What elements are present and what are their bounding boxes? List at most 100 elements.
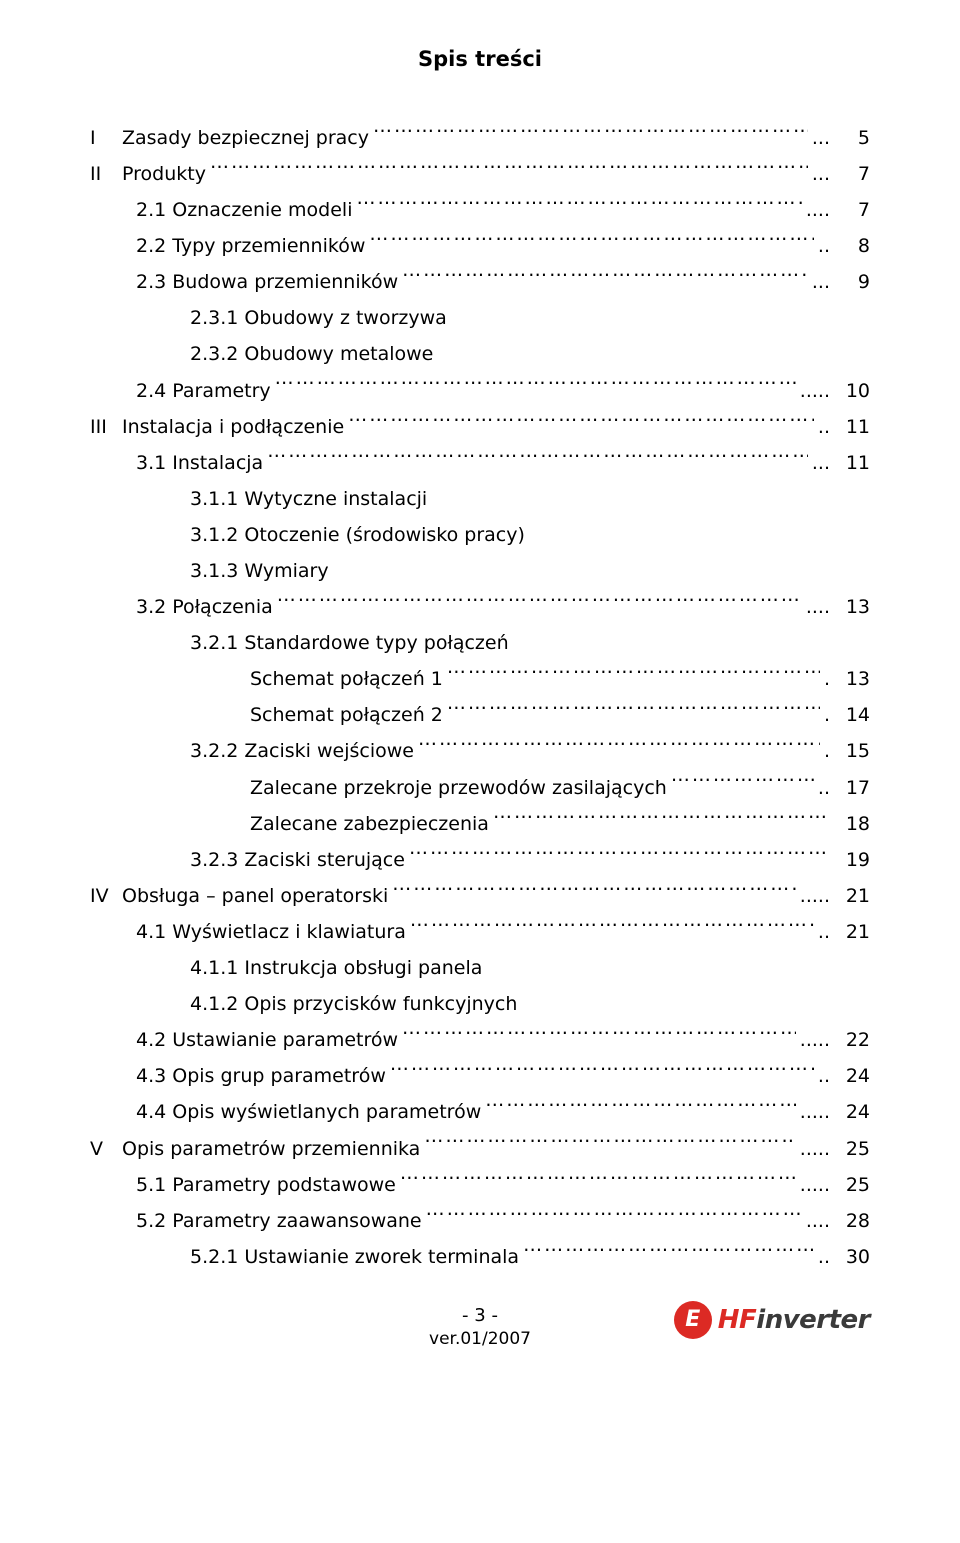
toc-entry-label: 3.1 Instalacja <box>136 445 263 481</box>
toc-entry-label: 2.3.2 Obudowy metalowe <box>190 336 433 372</box>
version-label: ver.01/2007 <box>429 1323 531 1355</box>
toc-page-number: 11 <box>830 409 870 445</box>
toc-roman: II <box>90 156 122 192</box>
page-title: Spis treści <box>90 40 870 80</box>
toc-entry-label: 2.3.1 Obudowy z tworzywa <box>190 300 447 336</box>
toc-roman: I <box>90 120 122 156</box>
toc-entry-label: Zalecane przekroje przewodów zasilającyc… <box>250 770 667 806</box>
toc-row: 4.1 Wyświetlacz i klawiatura..21 <box>90 914 870 950</box>
toc-row: 2.2 Typy przemienników..8 <box>90 228 870 264</box>
toc-entry-label: Zalecane zabezpieczenia <box>250 806 489 842</box>
toc-page-number: 28 <box>830 1203 870 1239</box>
toc-leader-dots <box>409 845 826 866</box>
toc-page-number: 22 <box>830 1022 870 1058</box>
toc-suffix-dots: .... <box>806 1203 830 1239</box>
toc-suffix-dots: .... <box>806 192 830 228</box>
toc-page-number: 24 <box>830 1094 870 1130</box>
toc-page-number: 25 <box>830 1167 870 1203</box>
toc-row: IZasady bezpiecznej pracy...5 <box>90 120 870 156</box>
toc-page-number: 25 <box>830 1131 870 1167</box>
toc-suffix-dots: .. <box>818 770 830 806</box>
toc-row: 3.1.1 Wytyczne instalacji <box>90 481 870 517</box>
toc-suffix-dots: ..... <box>800 1167 830 1203</box>
toc-page-number: 7 <box>830 156 870 192</box>
toc-page-number: 5 <box>830 120 870 156</box>
toc-leader-dots <box>210 159 808 180</box>
toc-entry-label: 5.2 Parametry zaawansowane <box>136 1203 422 1239</box>
logo-text-suffix: inverter <box>756 1307 870 1333</box>
toc-page-number: 14 <box>830 697 870 733</box>
toc-entry-label: Obsługa – panel operatorski <box>122 878 388 914</box>
toc-entry-label: Produkty <box>122 156 206 192</box>
toc-entry-label: 3.2.2 Zaciski wejściowe <box>190 733 414 769</box>
toc-leader-dots <box>402 1025 796 1046</box>
toc-leader-dots <box>369 231 814 252</box>
toc-leader-dots <box>267 448 808 469</box>
toc-entry-label: 2.4 Parametry <box>136 373 271 409</box>
toc-leader-dots <box>671 773 814 794</box>
toc-row: 5.1 Parametry podstawowe.....25 <box>90 1167 870 1203</box>
toc-row: 3.2.3 Zaciski sterujące19 <box>90 842 870 878</box>
toc-roman: IV <box>90 878 122 914</box>
toc-suffix-dots: ..... <box>800 1022 830 1058</box>
toc-entry-label: Schemat połączeń 2 <box>250 697 443 733</box>
toc-entry-label: 4.2 Ustawianie parametrów <box>136 1022 398 1058</box>
toc-row: 2.3 Budowa przemienników...9 <box>90 264 870 300</box>
toc-row: IIIInstalacja i podłączenie..11 <box>90 409 870 445</box>
toc-row: Zalecane zabezpieczenia 18 <box>90 806 870 842</box>
toc-entry-label: 5.1 Parametry podstawowe <box>136 1167 396 1203</box>
toc-row: 5.2.1 Ustawianie zworek terminala..30 <box>90 1239 870 1275</box>
toc-entry-label: 4.1.2 Opis przycisków funkcyjnych <box>190 986 517 1022</box>
toc-leader-dots <box>277 592 802 613</box>
toc-row: IVObsługa – panel operatorski.....21 <box>90 878 870 914</box>
toc-suffix-dots: .. <box>818 228 830 264</box>
toc-roman: V <box>90 1131 122 1167</box>
toc-entry-label: 4.1 Wyświetlacz i klawiatura <box>136 914 406 950</box>
logo-badge-icon: E <box>674 1301 712 1339</box>
toc-suffix-dots: .. <box>818 409 830 445</box>
toc-row: 3.1.2 Otoczenie (środowisko pracy) <box>90 517 870 553</box>
toc-row: 4.1.2 Opis przycisków funkcyjnych <box>90 986 870 1022</box>
logo-text-prefix: HF <box>718 1307 757 1333</box>
toc-row: 4.3 Opis grup parametrów..24 <box>90 1058 870 1094</box>
toc-page-number: 18 <box>830 806 870 842</box>
toc-suffix-dots: .. <box>818 1058 830 1094</box>
toc-row: 4.4 Opis wyświetlanych parametrów.....24 <box>90 1094 870 1130</box>
toc-leader-dots <box>348 412 814 433</box>
toc-page-number: 24 <box>830 1058 870 1094</box>
toc-suffix-dots: .... <box>806 589 830 625</box>
toc-row: 3.1 Instalacja...11 <box>90 445 870 481</box>
toc-leader-dots <box>447 701 820 722</box>
toc-leader-dots <box>402 267 808 288</box>
toc-row: Schemat połączeń 2.14 <box>90 697 870 733</box>
toc-entry-label: Schemat połączeń 1 <box>250 661 443 697</box>
toc-suffix-dots: ... <box>812 120 830 156</box>
toc-entry-label: 2.2 Typy przemienników <box>136 228 365 264</box>
toc-entry-label: 2.1 Oznaczenie modeli <box>136 192 352 228</box>
logo-text: HF inverter <box>718 1307 870 1333</box>
toc-leader-dots <box>424 1134 795 1155</box>
toc-page-number: 7 <box>830 192 870 228</box>
toc-leader-dots <box>523 1242 814 1263</box>
toc-page-number: 13 <box>830 589 870 625</box>
toc-suffix-dots: ..... <box>800 1094 830 1130</box>
toc-page-number: 19 <box>830 842 870 878</box>
toc-entry-label: 2.3 Budowa przemienników <box>136 264 398 300</box>
toc-entry-label: Instalacja i podłączenie <box>122 409 344 445</box>
toc-entry-label: 4.1.1 Instrukcja obsługi panela <box>190 950 482 986</box>
toc-page-number: 11 <box>830 445 870 481</box>
toc-suffix-dots: ... <box>812 445 830 481</box>
page-footer: - 3 - ver.01/2007 E HF inverter <box>90 1299 870 1379</box>
toc-suffix-dots: .. <box>818 914 830 950</box>
toc-page-number: 21 <box>830 914 870 950</box>
toc-suffix-dots: .. <box>818 1239 830 1275</box>
toc-page-number: 30 <box>830 1239 870 1275</box>
toc-row: 3.1.3 Wymiary <box>90 553 870 589</box>
toc-row: 2.3.1 Obudowy z tworzywa <box>90 300 870 336</box>
toc-row: VOpis parametrów przemiennika.....25 <box>90 1131 870 1167</box>
toc-suffix-dots: ..... <box>800 1131 830 1167</box>
toc-leader-dots <box>493 809 826 830</box>
toc-suffix-dots: ..... <box>800 878 830 914</box>
toc-row: 3.2.1 Standardowe typy połączeń <box>90 625 870 661</box>
toc-page-number: 8 <box>830 228 870 264</box>
